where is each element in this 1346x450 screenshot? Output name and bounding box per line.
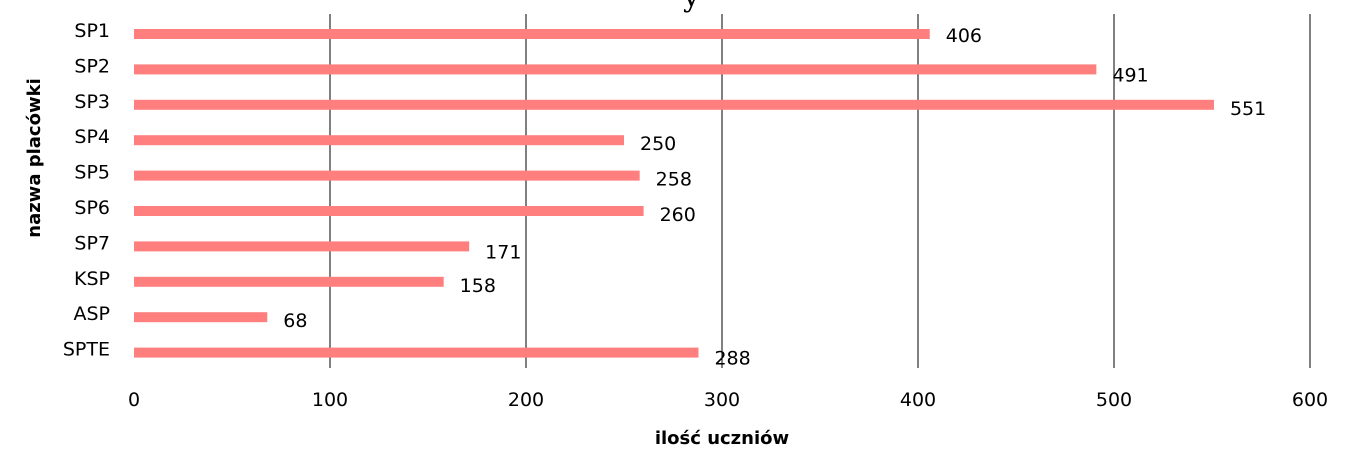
y-axis-tick-labels: SP1 SP2 SP3 SP4 SP5 SP6 SP7 KSP ASP SPTE — [63, 20, 110, 361]
x-tick-label: 0 — [128, 389, 140, 411]
x-tick-label: 100 — [312, 389, 348, 411]
y-tick-label: KSP — [74, 268, 110, 290]
x-tick-label: 500 — [1096, 389, 1132, 411]
y-tick-label: SPTE — [63, 339, 110, 361]
bar-spte — [134, 347, 699, 358]
y-tick-label: SP2 — [74, 55, 110, 77]
bar-sp6 — [134, 206, 644, 216]
x-tick-label: 600 — [1292, 389, 1328, 411]
y-axis-title: nazwa placówki — [24, 78, 45, 238]
y-tick-label: SP7 — [74, 232, 110, 254]
data-label-ksp: 158 — [460, 275, 496, 297]
y-tick-label: ASP — [73, 303, 110, 325]
bar-asp — [134, 312, 268, 323]
data-label-sp4: 250 — [640, 133, 676, 155]
data-label-sp3: 551 — [1230, 98, 1266, 120]
data-label-sp5: 258 — [656, 169, 692, 191]
bar-sp4 — [134, 135, 624, 146]
bar-ksp — [134, 276, 444, 287]
bar-series — [134, 29, 1214, 358]
x-tick-label: 400 — [900, 389, 936, 411]
y-tick-label: SP1 — [74, 20, 110, 42]
y-tick-label: SP5 — [74, 162, 110, 184]
data-label-sp7: 171 — [485, 241, 521, 263]
chart-title-fragment: y — [682, 0, 700, 14]
bar-sp2 — [134, 64, 1097, 75]
x-axis-title: ilość uczniów — [655, 428, 789, 449]
x-tick-label: 200 — [508, 389, 544, 411]
data-label-sp6: 260 — [660, 204, 696, 226]
x-axis-tick-labels: 0 100 200 300 400 500 600 — [128, 389, 1328, 411]
y-tick-label: SP4 — [74, 126, 110, 148]
bar-sp7 — [134, 241, 470, 252]
data-label-spte: 288 — [714, 348, 750, 370]
x-tick-label: 300 — [704, 389, 740, 411]
data-label-sp2: 491 — [1112, 64, 1148, 86]
y-tick-label: SP3 — [74, 91, 110, 113]
bar-sp1 — [134, 29, 930, 39]
data-label-sp1: 406 — [946, 25, 982, 47]
data-labels: 406 491 551 250 258 260 171 158 68 288 — [283, 25, 1266, 370]
bar-sp3 — [134, 99, 1214, 110]
bar-sp5 — [134, 170, 640, 181]
data-label-asp: 68 — [283, 310, 307, 332]
y-tick-label: SP6 — [74, 197, 110, 219]
